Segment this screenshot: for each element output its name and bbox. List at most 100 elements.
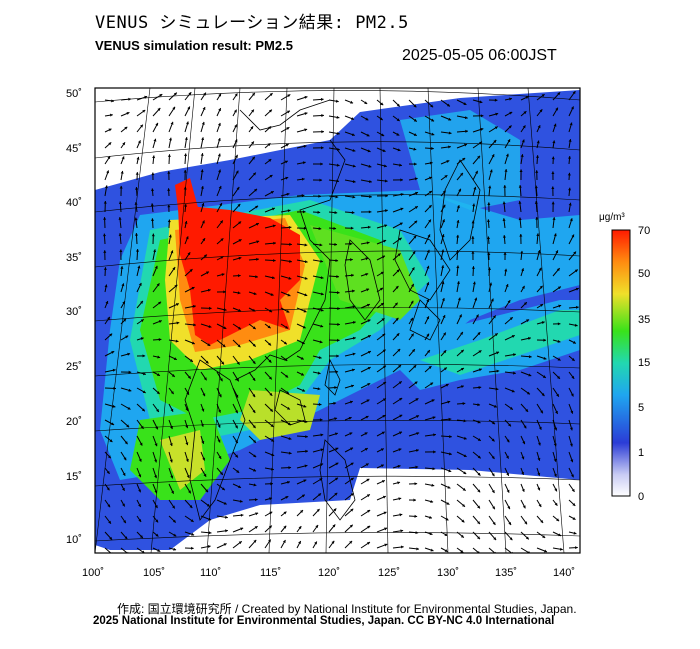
wind-arrow-head (553, 458, 557, 462)
wind-arrow-head (317, 210, 321, 214)
wind-arrow-head (112, 368, 116, 372)
wind-arrow-head (201, 121, 205, 125)
wind-arrow-head (413, 104, 417, 108)
wind-arrow-head (487, 202, 491, 205)
wind-arrow-head (269, 392, 273, 396)
wind-arrow-head (303, 226, 307, 230)
wind-arrow-head (537, 487, 541, 491)
wind-arrow-head (540, 304, 544, 307)
wind-arrow-head (368, 164, 372, 168)
wind-arrow-head (534, 201, 538, 204)
wind-arrow-head (188, 92, 192, 96)
wind-arrow-head (487, 252, 491, 256)
wind-arrow-head (383, 381, 387, 385)
wind-arrow-head (491, 154, 495, 158)
wind-arrow-head (446, 103, 450, 107)
wind-arrow-head (144, 95, 148, 99)
wind-arrow-head (447, 485, 451, 489)
lon-label: 135˚ (495, 567, 517, 579)
wind-arrow-head (203, 473, 207, 477)
wind-arrow-head (395, 317, 399, 321)
wind-arrow-head (331, 540, 335, 544)
wind-arrow-head (575, 546, 578, 550)
wind-arrow-head (462, 487, 466, 491)
wind-arrow-head (543, 549, 547, 553)
wind-arrow-head (137, 140, 141, 144)
wind-arrow-head (332, 524, 336, 528)
wind-arrow-head (334, 211, 338, 215)
wind-arrow-head (441, 234, 445, 238)
wind-arrow-head (208, 517, 212, 521)
wind-arrow-head (111, 422, 115, 426)
wind-arrow-head (477, 455, 481, 459)
wind-arrow-head (253, 468, 256, 472)
wind-arrow-head (321, 114, 324, 118)
wind-arrow-head (304, 243, 308, 247)
wind-arrow-head (414, 381, 418, 385)
wind-arrow-head (513, 371, 516, 375)
wind-arrow-head (536, 140, 540, 144)
lon-label: 140˚ (553, 567, 575, 579)
wind-arrow-head (153, 138, 157, 142)
wind-arrow-head (158, 301, 162, 305)
wind-arrow-head (460, 367, 464, 371)
wind-arrow-head (320, 324, 324, 328)
wind-arrow-head (521, 285, 525, 289)
wind-arrow-head (477, 472, 481, 476)
wind-arrow-head (126, 424, 130, 428)
wind-arrow-head (336, 131, 340, 135)
wind-arrow-head (150, 203, 154, 207)
wind-arrow-head (111, 99, 114, 103)
lon-label: 110˚ (200, 567, 221, 579)
wind-arrow-head (460, 549, 464, 553)
wind-arrow-head (460, 385, 464, 389)
wind-arrow-head (103, 267, 107, 270)
wind-arrow-head (217, 138, 221, 141)
wind-arrow-head (502, 235, 506, 238)
wind-arrow-head (255, 223, 259, 226)
wind-arrow-head (219, 202, 223, 206)
wind-arrow-head (384, 179, 388, 183)
wind-arrow-head (414, 220, 418, 224)
wind-arrow-head (218, 409, 221, 413)
wind-arrow-head (287, 209, 291, 213)
wind-arrow-head (320, 259, 324, 263)
wind-arrow-head (138, 504, 141, 508)
wind-arrow-head (267, 143, 271, 147)
credit-line: 作成: 国立環境研究所 / Created by National Instit… (117, 602, 577, 616)
wind-arrow-head (398, 364, 402, 368)
wind-arrow-head (118, 217, 122, 220)
wind-arrow-head (106, 487, 110, 491)
wind-arrow-head (471, 251, 475, 254)
wind-arrow-head (208, 325, 212, 329)
wind-arrow-head (426, 265, 430, 269)
wind-arrow-head (555, 410, 558, 414)
wind-arrow-head (457, 297, 461, 301)
colorbar: 70 50 35 15 5 1 0 (611, 225, 650, 503)
wind-arrow-head (237, 274, 241, 278)
wind-arrow-head (448, 452, 452, 456)
wind-arrow-head (221, 361, 224, 365)
wind-arrow-head (187, 252, 191, 256)
wind-arrow-head (441, 249, 445, 253)
wind-arrow-head (252, 394, 256, 398)
wind-arrow-head (239, 499, 243, 503)
wind-arrow-head (154, 459, 158, 463)
map-title-english: VENUS simulation result: PM2.5 (95, 38, 293, 53)
wind-arrow-head (134, 202, 138, 205)
wind-arrow-head (382, 333, 386, 337)
wind-arrow-head (486, 219, 491, 223)
wind-arrow-head (456, 265, 460, 269)
wind-arrow-head (570, 393, 574, 397)
wind-arrow-head (174, 284, 178, 288)
wind-arrow-head (428, 219, 431, 223)
wind-arrow-head (463, 419, 467, 423)
wind-arrow-head (335, 195, 339, 199)
wind-arrow-head (524, 521, 528, 525)
wind-arrow-head (509, 317, 513, 321)
wind-arrow-head (462, 503, 466, 507)
wind-arrow-head (480, 114, 484, 118)
wind-arrow-head (553, 233, 557, 237)
wind-arrow-head (456, 205, 460, 209)
